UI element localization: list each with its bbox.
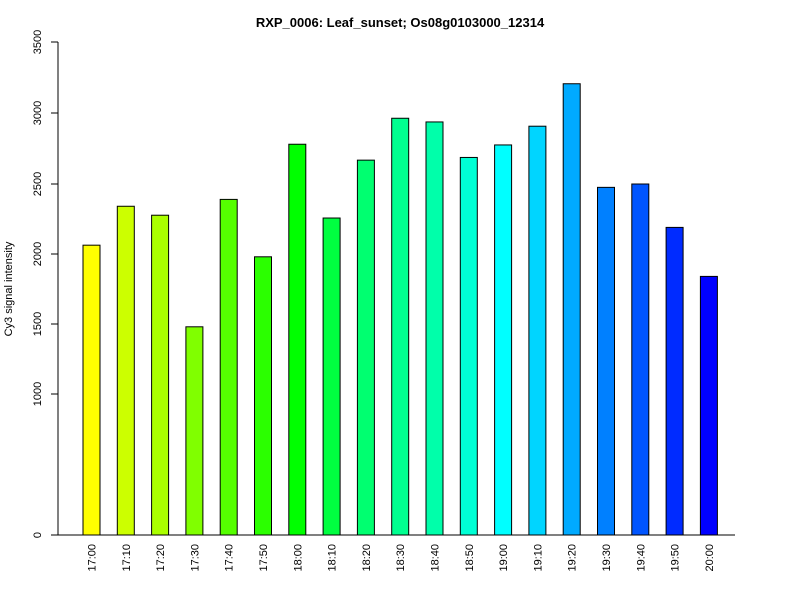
bar-19:00 (494, 144, 513, 536)
x-tick-label: 17:20 (155, 544, 167, 572)
y-tick-label: 2500 (32, 172, 44, 196)
x-tick-label: 18:10 (327, 544, 339, 572)
bar-19:10 (528, 125, 547, 536)
x-tick-label: 18:50 (464, 544, 476, 572)
bar-18:50 (459, 156, 478, 536)
x-tick-label: 19:50 (670, 544, 682, 572)
y-tick-label: 1000 (32, 382, 44, 406)
x-tick-label: 18:30 (395, 544, 407, 572)
bar-18:00 (288, 143, 307, 536)
y-tick-label: 3000 (32, 101, 44, 125)
x-tick-label: 17:00 (87, 544, 99, 572)
x-tick-label: 19:40 (635, 544, 647, 572)
chart-title: RXP_0006: Leaf_sunset; Os08g0103000_1231… (256, 15, 545, 30)
bars (82, 83, 718, 536)
bar-19:50 (665, 226, 684, 536)
x-tick-labels: 17:00 17:10 17:20 17:30 17:40 17:50 18:00 18:10… (87, 544, 716, 572)
bar-17:30 (185, 326, 204, 536)
bar-19:30 (597, 186, 615, 536)
bar-17:10 (116, 205, 135, 536)
x-tick-label: 18:40 (430, 544, 442, 572)
bar-19:20 (562, 83, 581, 536)
y-tick-label: 2000 (32, 242, 44, 266)
y-ticks: 0 1000 1500 2000 2500 3000 3500 (32, 30, 58, 538)
y-tick-label: 0 (32, 532, 44, 538)
bar-17:20 (151, 214, 170, 536)
bar-18:10 (322, 217, 341, 536)
bar-17:50 (254, 256, 272, 536)
bar-19:40 (631, 183, 650, 536)
x-tick-label: 17:40 (224, 544, 236, 572)
y-axis-label: Cy3 signal intensity (3, 241, 15, 336)
x-tick-label: 19:20 (567, 544, 579, 572)
bar-18:30 (391, 117, 410, 536)
bar-18:40 (425, 121, 444, 536)
x-tick-label: 17:50 (258, 544, 270, 572)
bar-20:00 (699, 275, 718, 536)
x-tick-label: 19:00 (498, 544, 510, 572)
x-tick-label: 17:10 (121, 544, 133, 572)
x-tick-label: 17:30 (189, 544, 201, 572)
x-tick-label: 19:30 (601, 544, 613, 572)
bar-18:20 (356, 159, 375, 536)
x-tick-label: 18:00 (292, 544, 304, 572)
x-tick-label: 19:10 (532, 544, 544, 572)
x-tick-label: 20:00 (704, 544, 716, 572)
x-tick-label: 18:20 (361, 544, 373, 572)
bar-17:40 (219, 198, 238, 536)
bar-17:00 (82, 244, 101, 536)
y-tick-label: 3500 (32, 30, 44, 54)
y-tick-label: 1500 (32, 312, 44, 336)
